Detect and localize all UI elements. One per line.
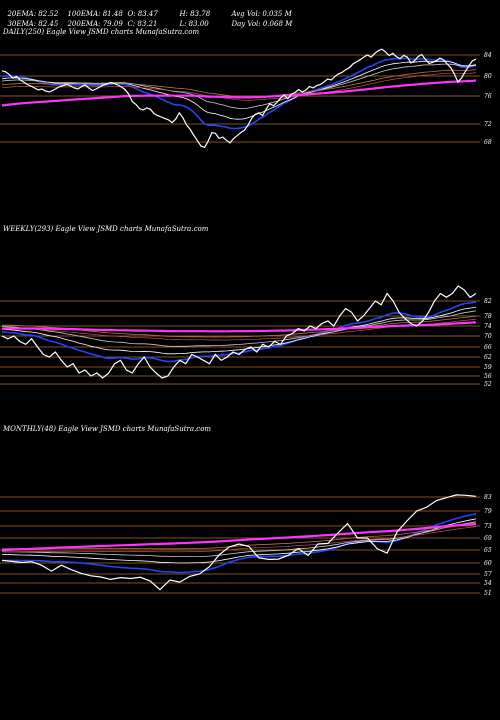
day-vol-stat: Day Vol: 0.068 M <box>231 20 293 28</box>
weekly-y-tick-label: 82 <box>484 298 492 305</box>
daily-ema-line <box>1 57 477 130</box>
daily-y-tick-label: 72 <box>484 121 492 128</box>
weekly-y-tick-label: 59 <box>484 364 492 371</box>
monthly-chart-title: MONTHLY(48) Eagle View JSMD charts Munaf… <box>3 425 212 433</box>
monthly-ema-line <box>1 526 477 553</box>
weekly-ema-line <box>1 321 477 333</box>
weekly-price-line <box>1 285 477 379</box>
weekly-ema-line <box>1 306 477 355</box>
weekly-ema-line <box>1 310 477 347</box>
daily-price-line <box>1 48 477 149</box>
ema30-stat: 30EMA: 82.45 <box>7 20 59 28</box>
monthly-y-tick-label: 69 <box>484 535 492 542</box>
ema200-stat: 200EMA: 79.09 <box>67 20 123 28</box>
daily-ema-line <box>1 79 477 107</box>
high-stat: H: 83.78 <box>179 10 211 18</box>
monthly-ema-line <box>1 521 477 557</box>
monthly-price-line <box>1 494 477 591</box>
weekly-chart-title: WEEKLY(293) Eagle View JSMD charts Munaf… <box>3 225 209 233</box>
weekly-y-tick-label: 74 <box>484 323 492 330</box>
monthly-y-tick-label: 65 <box>484 547 492 554</box>
monthly-ema-line <box>1 522 477 552</box>
daily-ema-line <box>1 60 477 120</box>
monthly-y-tick-label: 79 <box>484 508 492 515</box>
monthly-y-tick-label: 54 <box>484 580 492 587</box>
weekly-y-tick-label: 70 <box>484 333 492 340</box>
open-stat: O: 83.47 <box>127 10 158 18</box>
daily-ema-line <box>1 63 477 109</box>
daily-y-tick-label: 84 <box>484 52 492 59</box>
daily-chart-title: DAILY(250) Eagle View JSMD charts Munafa… <box>3 28 200 36</box>
weekly-y-tick-label: 66 <box>484 344 492 351</box>
header-row-1: 20EMA: 82.52 100EMA: 81.48 O: 83.47 H: 83.7… <box>3 2 292 18</box>
monthly-y-tick-label: 57 <box>484 571 492 578</box>
weekly-y-tick-label: 78 <box>484 313 492 320</box>
close-stat: C: 83.21 <box>127 20 158 28</box>
monthly-y-tick-label: 60 <box>484 560 492 567</box>
ema20-stat: 20EMA: 82.52 <box>7 10 59 18</box>
daily-y-tick-label: 68 <box>484 139 492 146</box>
monthly-ema-line <box>1 523 477 550</box>
monthly-y-tick-label: 83 <box>484 494 492 501</box>
monthly-y-tick-label: 73 <box>484 523 492 530</box>
avg-vol-stat: Avg Vol: 0.035 M <box>231 10 292 18</box>
header-row-2: 30EMA: 82.45 200EMA: 79.09 C: 83.21 L: 83.0… <box>3 12 292 28</box>
daily-ema-line <box>1 69 477 98</box>
monthly-y-tick-label: 51 <box>484 590 492 597</box>
monthly-ema-line <box>2 513 477 574</box>
daily-y-tick-label: 80 <box>484 73 492 80</box>
weekly-ema-line <box>1 301 477 363</box>
low-stat: L: 83.00 <box>179 20 209 28</box>
daily-y-tick-label: 76 <box>484 93 492 100</box>
weekly-y-tick-label: 52 <box>484 381 492 388</box>
weekly-y-tick-label: 56 <box>484 373 492 380</box>
monthly-ema-line <box>1 518 477 564</box>
ema100-stat: 100EMA: 81.48 <box>67 10 123 18</box>
weekly-y-tick-label: 62 <box>484 354 492 361</box>
